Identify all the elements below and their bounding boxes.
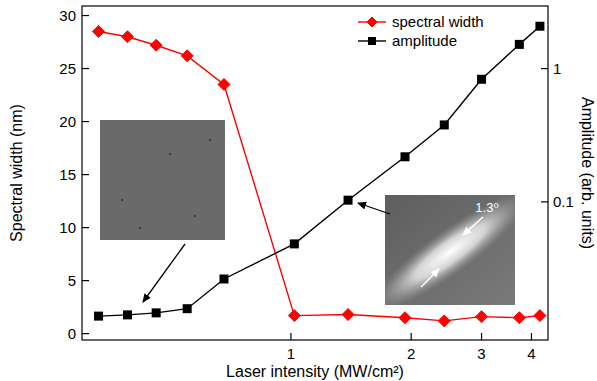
chart-root: 12340510152025300.11Laser intensity (MW/… <box>0 0 597 381</box>
square-marker <box>535 22 544 31</box>
y-axis-label: Spectral width (nm) <box>8 104 25 242</box>
pointer-arrow <box>358 203 390 214</box>
plot-frame <box>82 6 548 340</box>
inset-beam <box>385 195 515 305</box>
diamond-marker <box>181 50 193 62</box>
y2-tick-label: 0.1 <box>553 193 574 210</box>
square-marker <box>440 120 449 129</box>
y-tick <box>82 227 89 228</box>
diamond-marker <box>513 312 525 324</box>
square-marker <box>344 196 353 205</box>
square-marker <box>94 312 103 321</box>
diamond-marker <box>534 310 546 322</box>
square-marker <box>123 310 132 319</box>
diamond-marker <box>93 25 105 37</box>
inset-speck <box>139 227 141 229</box>
y-tick-label: 0 <box>68 325 76 342</box>
inset-image-right: 1.3⁰ <box>360 178 540 325</box>
legend-label: amplitude <box>392 32 457 49</box>
y-tick <box>82 68 89 69</box>
diamond-marker <box>342 309 354 321</box>
diamond-marker <box>438 315 450 327</box>
inset-background <box>100 120 225 240</box>
square-marker <box>477 75 486 84</box>
diamond-marker <box>218 78 230 90</box>
x-tick-label: 4 <box>527 345 535 362</box>
legend: spectral width amplitude <box>358 13 484 49</box>
diamond-marker <box>150 39 162 51</box>
x-tick <box>290 333 291 340</box>
marks <box>93 22 546 327</box>
square-marker <box>183 304 192 313</box>
chart-svg: 12340510152025300.11Laser intensity (MW/… <box>0 0 597 381</box>
x-tick-label: 2 <box>407 345 415 362</box>
series-line <box>99 26 540 316</box>
y2-axis-label: Amplitude (arb. units) <box>579 97 596 249</box>
y-tick <box>82 280 89 281</box>
diamond-marker <box>288 310 300 322</box>
y-tick <box>82 15 89 16</box>
square-marker <box>515 40 524 49</box>
x-tick <box>531 333 532 340</box>
square-marker <box>219 274 228 283</box>
diamond-marker <box>476 311 488 323</box>
y-tick-label: 15 <box>59 166 76 183</box>
x-tick <box>481 333 482 340</box>
y-tick-label: 30 <box>59 7 76 24</box>
y-tick <box>82 121 89 122</box>
inset-content <box>385 195 515 305</box>
y2-tick <box>541 201 548 202</box>
pointer-arrow <box>143 244 185 302</box>
inset-arrow <box>463 217 483 235</box>
annotation: 1.3⁰ <box>475 200 498 215</box>
x-tick <box>411 333 412 340</box>
square-marker <box>401 152 410 161</box>
x-tick-label: 3 <box>477 345 485 362</box>
series-line <box>99 31 540 320</box>
inset-speck <box>194 215 196 217</box>
y-tick-label: 5 <box>68 272 76 289</box>
y2-tick-label: 1 <box>553 60 561 77</box>
y-tick <box>82 174 89 175</box>
inset-speck <box>209 139 211 141</box>
x-axis-label: Laser intensity (MW/cm²) <box>226 363 404 380</box>
inset-speck <box>169 153 171 155</box>
legend-symbol <box>367 17 377 27</box>
diamond-marker <box>122 31 134 43</box>
y-tick-label: 20 <box>59 113 76 130</box>
inset-image-left <box>100 120 225 240</box>
y-tick <box>82 333 89 334</box>
square-marker <box>152 308 161 317</box>
y-tick-label: 25 <box>59 60 76 77</box>
square-marker <box>290 239 299 248</box>
diamond-marker <box>399 312 411 324</box>
y2-tick <box>541 68 548 69</box>
inset-speck <box>121 199 123 201</box>
inset-arrow <box>421 269 439 287</box>
legend-label: spectral width <box>392 13 484 30</box>
legend-symbol <box>368 37 376 45</box>
x-tick-label: 1 <box>287 345 295 362</box>
y-tick-label: 10 <box>59 219 76 236</box>
